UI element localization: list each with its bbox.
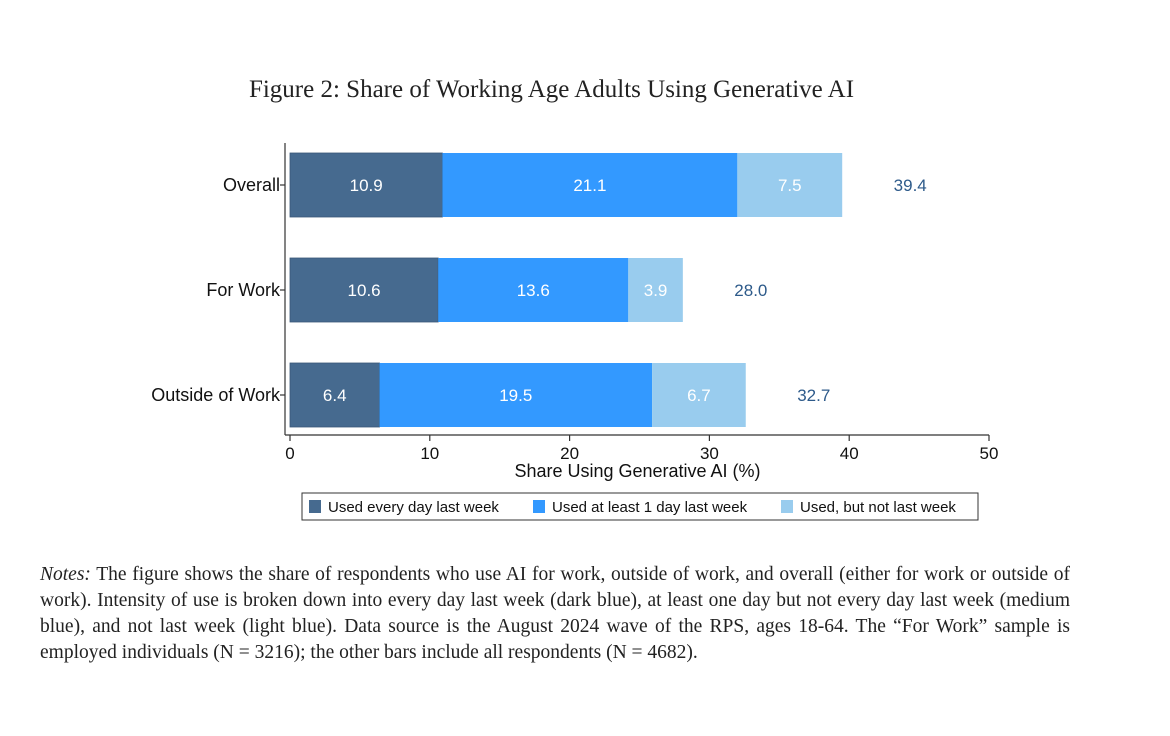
segment-label: 21.1 (573, 176, 606, 195)
legend-box (301, 492, 979, 521)
category-label: For Work (206, 280, 281, 300)
x-tick-label: 50 (980, 444, 999, 463)
segment-label: 10.9 (350, 176, 383, 195)
x-tick-label: 30 (700, 444, 719, 463)
notes-lead: Notes: (40, 564, 91, 585)
category-label: Overall (223, 175, 280, 195)
segment-label: 10.6 (348, 281, 381, 300)
legend-swatch (781, 500, 793, 513)
legend-label: Used, but not last week (800, 499, 956, 516)
notes-text: The figure shows the share of respondent… (40, 564, 1070, 663)
bar-segment (628, 258, 683, 322)
bar-segment (737, 153, 843, 217)
segment-label: 6.7 (687, 386, 711, 405)
legend-swatch (533, 500, 545, 513)
x-tick-label: 20 (560, 444, 579, 463)
stacked-bar-chart: 10.9 21.1 7.5 39.4 Overall 10.6 13.6 3.9 28.0 For… (151, 143, 999, 521)
bar-segment (289, 362, 380, 428)
legend-label: Used at least 1 day last week (552, 499, 748, 516)
x-axis-label: Share Using Generative AI (%) (514, 461, 760, 481)
bar-segment (289, 257, 439, 323)
total-label: 39.4 (894, 176, 927, 195)
segment-label: 19.5 (499, 386, 532, 405)
segment-label: 13.6 (517, 281, 550, 300)
figure-notes: Notes: The figure shows the share of res… (40, 562, 1070, 666)
category-label: Outside of Work (151, 385, 281, 405)
total-label: 32.7 (797, 386, 830, 405)
bar-segment (289, 152, 443, 218)
bar-segment (379, 363, 653, 427)
bar-segment (652, 363, 746, 427)
x-tick-label: 40 (840, 444, 859, 463)
segment-label: 7.5 (778, 176, 802, 195)
legend-label: Used every day last week (328, 499, 499, 516)
figure-title: Figure 2: Share of Working Age Adults Us… (248, 76, 855, 103)
segment-label: 3.9 (644, 281, 668, 300)
segment-label: 6.4 (323, 386, 347, 405)
bar-segment (438, 258, 629, 322)
x-tick-label: 0 (285, 444, 294, 463)
bar-segment (442, 153, 738, 217)
legend-swatch (309, 500, 321, 513)
total-label: 28.0 (734, 281, 767, 300)
x-tick-label: 10 (420, 444, 439, 463)
